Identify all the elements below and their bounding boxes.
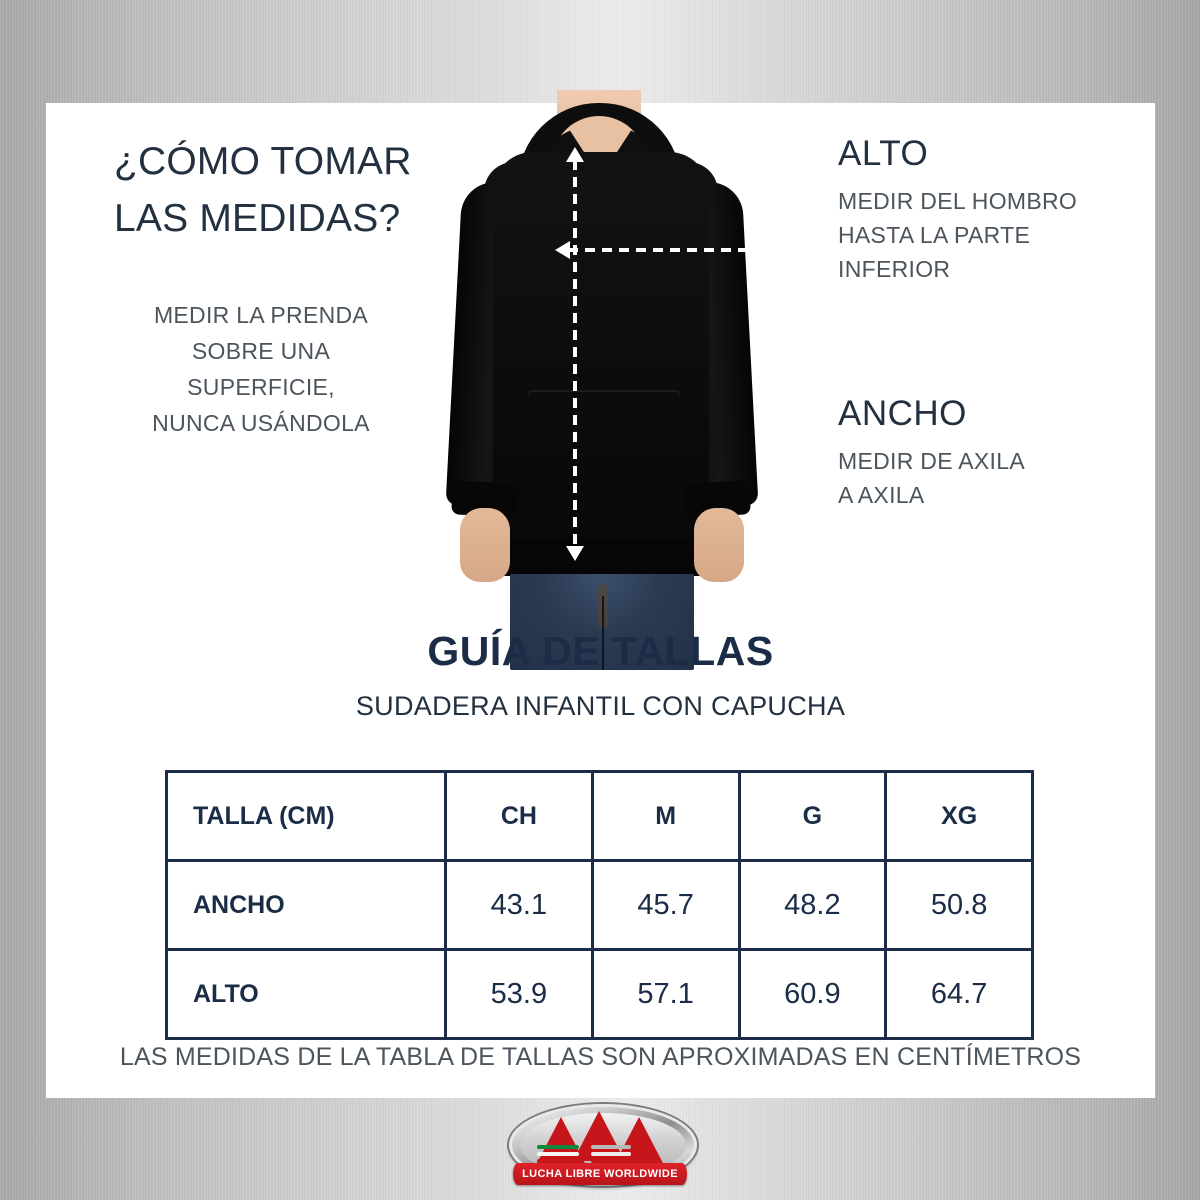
table-header-ch: CH: [444, 770, 594, 862]
alto-desc-line-2: HASTA LA PARTE: [838, 222, 1031, 248]
table-header-row: TALLA (CM) CH M G XG: [165, 770, 1034, 862]
logo-stripe-white-2: [591, 1152, 631, 1156]
size-table-note: LAS MEDIDAS DE LA TABLA DE TALLAS SON AP…: [119, 1043, 1082, 1071]
instruction-line-3: SUPERFICIE,: [187, 374, 335, 400]
arrow-up-icon: [566, 147, 584, 162]
how-to-measure-block: ¿CÓMO TOMAR LAS MEDIDAS? MEDIR LA PRENDA…: [66, 133, 456, 441]
width-measurement-arrow: [555, 241, 763, 259]
row-label-ancho: ANCHO: [165, 859, 447, 951]
how-to-measure-title: ¿CÓMO TOMAR LAS MEDIDAS?: [66, 133, 456, 247]
ancho-definition-block: ANCHO MEDIR DE AXILA A AXILA: [838, 393, 1025, 512]
logo-banner: LUCHA LIBRE WORLDWIDE: [513, 1163, 687, 1185]
height-measurement-arrow: [566, 147, 584, 561]
model-jeans: [510, 574, 694, 670]
arrow-right-icon: [748, 241, 763, 259]
table-header-g: G: [737, 770, 888, 862]
model-hand-right: [694, 508, 744, 582]
logo-banner-text: LUCHA LIBRE WORLDWIDE: [522, 1168, 678, 1180]
size-guide-title: GUÍA DE TALLAS: [427, 628, 774, 674]
ancho-m-value: 45.7: [590, 859, 741, 951]
alto-g-value: 60.9: [737, 948, 888, 1040]
alto-heading: ALTO: [838, 134, 929, 173]
instruction-line-4: NUNCA USÁNDOLA: [152, 410, 370, 436]
alto-description: MEDIR DEL HOMBRO HASTA LA PARTE INFERIOR: [838, 184, 1077, 286]
hoodie-hem: [493, 538, 709, 576]
table-header-xg: XG: [884, 770, 1034, 862]
alto-ch-value: 53.9: [444, 948, 594, 1040]
table-row: ALTO 53.9 57.1 60.9 64.7: [165, 948, 1034, 1040]
table-header-talla: TALLA (CM): [165, 770, 447, 862]
arrow-left-icon: [555, 241, 570, 259]
ancho-heading: ANCHO: [838, 394, 967, 433]
arrow-down-icon: [566, 546, 584, 561]
jeans-fly: [598, 584, 608, 628]
logo-stripe-red-2: [591, 1159, 631, 1163]
instruction-line-2: SOBRE UNA: [191, 338, 331, 364]
logo-stripe-red: [537, 1159, 579, 1163]
row-label-alto: ALTO: [165, 948, 447, 1040]
table-header-m: M: [590, 770, 741, 862]
alto-desc-line-1: MEDIR DEL HOMBRO: [838, 188, 1078, 214]
ancho-desc-line-2: A AXILA: [838, 482, 925, 508]
alto-m-value: 57.1: [590, 948, 741, 1040]
how-to-measure-instructions: MEDIR LA PRENDA SOBRE UNA SUPERFICIE, NU…: [66, 297, 456, 441]
logo-stripe-gray-2: [591, 1145, 631, 1149]
aaa-lucha-libre-logo: LUCHA LIBRE WORLDWIDE: [487, 1101, 713, 1197]
logo-stripe-white: [537, 1152, 579, 1156]
how-to-title-line-1: ¿CÓMO TOMAR: [114, 140, 412, 183]
size-guide-subtitle: SUDADERA INFANTIL CON CAPUCHA: [355, 691, 846, 721]
how-to-title-line-2: LAS MEDIDAS?: [114, 197, 401, 240]
table-row: ANCHO 43.1 45.7 48.2 50.8: [165, 859, 1034, 951]
size-table: TALLA (CM) CH M G XG ANCHO 43.1 45.7 48.…: [165, 770, 1034, 1040]
logo-triangle-a-3-icon: [613, 1117, 665, 1167]
ancho-ch-value: 43.1: [444, 859, 594, 951]
ancho-g-value: 48.2: [737, 859, 888, 951]
ancho-description: MEDIR DE AXILA A AXILA: [838, 444, 1025, 512]
hoodie-body: [493, 152, 709, 576]
ancho-desc-line-1: MEDIR DE AXILA: [838, 448, 1025, 474]
instruction-line-1: MEDIR LA PRENDA: [153, 302, 369, 328]
ancho-xg-value: 50.8: [884, 859, 1034, 951]
alto-definition-block: ALTO MEDIR DEL HOMBRO HASTA LA PARTE INF…: [838, 133, 1077, 286]
logo-stripe-green: [537, 1145, 579, 1149]
hoodie-kangaroo-pocket: [528, 390, 680, 488]
alto-xg-value: 64.7: [884, 948, 1034, 1040]
hoodie-model-photo: [432, 90, 772, 670]
alto-desc-line-3: INFERIOR: [838, 256, 951, 282]
content-card: ¿CÓMO TOMAR LAS MEDIDAS? MEDIR LA PRENDA…: [46, 90, 1155, 1098]
model-hand-left: [460, 508, 510, 582]
